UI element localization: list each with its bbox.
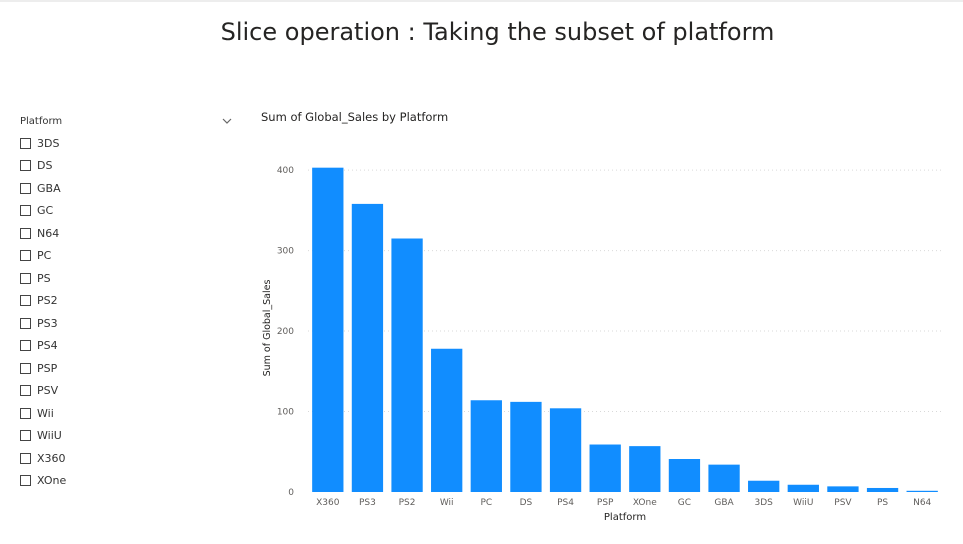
x-tick-label: PS2 (399, 498, 416, 508)
checkbox[interactable] (20, 182, 31, 194)
slicer-item-gc[interactable]: GC (20, 203, 53, 219)
y-tick-label: 200 (277, 327, 294, 337)
checkbox[interactable] (20, 160, 31, 171)
bar-wii[interactable] (431, 348, 463, 492)
slicer-item-label: PSV (37, 384, 59, 397)
slicer-item-pc[interactable]: PC (20, 248, 51, 264)
checkbox[interactable] (20, 452, 31, 464)
slicer-item-wii[interactable]: Wii (20, 405, 54, 421)
checkbox[interactable] (20, 362, 31, 374)
slicer-item-label: PS4 (37, 339, 58, 352)
slicer-title: Platform (20, 116, 63, 127)
x-tick-label: Wii (440, 498, 454, 508)
chevron-down-icon[interactable] (220, 114, 234, 128)
slicer-item-ps3[interactable]: PS3 (20, 315, 58, 331)
x-tick-label: PS3 (359, 498, 376, 508)
checkbox[interactable] (20, 385, 31, 396)
bar-ps4[interactable] (549, 408, 582, 492)
x-tick-label: GC (678, 498, 691, 508)
slicer-item-label: 3DS (37, 136, 60, 150)
x-tick-label: DS (520, 498, 533, 508)
slicer-item-x360[interactable]: X360 (20, 450, 66, 466)
y-tick-label: 300 (277, 247, 294, 257)
checkbox[interactable] (20, 272, 31, 284)
checkbox[interactable] (20, 137, 31, 149)
slicer-item-psv[interactable]: PSV (20, 383, 58, 399)
top-border (0, 0, 963, 2)
checkbox[interactable] (20, 250, 31, 261)
slicer-item-n64[interactable]: N64 (20, 225, 59, 241)
slicer-item-ps4[interactable]: PS4 (20, 338, 58, 354)
bar-pc[interactable] (470, 400, 502, 492)
x-tick-label: PC (480, 498, 492, 508)
x-tick-label: PS (877, 498, 888, 508)
x-tick-label: PSV (834, 498, 852, 508)
checkbox[interactable] (20, 340, 31, 351)
x-tick-label: WiiU (793, 498, 813, 508)
bar-ps[interactable] (866, 487, 899, 492)
checkbox[interactable] (20, 407, 31, 419)
slicer-item-label: DS (37, 159, 53, 172)
slicer-item-label: WiiU (37, 429, 62, 442)
x-tick-label: 3DS (755, 498, 774, 508)
slicer-item-3ds[interactable]: 3DS (20, 135, 59, 151)
bar-ps3[interactable] (351, 203, 384, 492)
bar-wiiu[interactable] (787, 484, 819, 492)
slicer-header: Platform (20, 112, 235, 132)
bar-3ds[interactable] (748, 480, 780, 492)
bar-psv[interactable] (827, 486, 859, 492)
bar-xone[interactable] (629, 446, 661, 492)
slicer-item-label: X360 (37, 451, 66, 465)
slicer-item-wiiu[interactable]: WiiU (20, 428, 62, 444)
slicer-item-ps2[interactable]: PS2 (20, 293, 58, 309)
slicer-item-label: XOne (37, 474, 67, 487)
y-tick-label: 100 (277, 408, 294, 418)
slicer-item-label: GC (37, 204, 54, 217)
bar-psp[interactable] (589, 444, 621, 492)
slicer-item-label: PS2 (37, 294, 58, 307)
checkbox[interactable] (20, 205, 31, 216)
x-tick-label: XOne (633, 498, 657, 508)
checkbox[interactable] (20, 295, 31, 306)
x-tick-label: GBA (714, 498, 734, 508)
bar-ds[interactable] (510, 401, 542, 492)
bar-x360[interactable] (312, 167, 344, 492)
bar-gba[interactable] (708, 464, 740, 492)
chart-title: Sum of Global_Sales by Platform (261, 110, 449, 124)
y-axis-title: Sum of Global_Sales (262, 280, 273, 377)
x-axis-title: Platform (604, 512, 646, 523)
slicer-item-ds[interactable]: DS (20, 158, 52, 174)
slicer-item-label: PS3 (37, 316, 58, 330)
checkbox[interactable] (20, 227, 31, 239)
slicer-item-label: Wii (37, 406, 54, 420)
slicer-item-label: GBA (37, 181, 61, 195)
platform-slicer[interactable]: Platform 3DS DS GBA GC N64 PC PS PS2 PS3 PS4 PSP PS… (20, 112, 235, 487)
x-tick-label: X360 (316, 498, 340, 508)
slicer-item-gba[interactable]: GBA (20, 180, 61, 196)
x-tick-label: PS4 (557, 498, 574, 508)
bar-ps2[interactable] (391, 238, 423, 493)
x-tick-label: PSP (597, 498, 614, 508)
slicer-item-label: PC (37, 249, 52, 262)
slicer-item-psp[interactable]: PSP (20, 360, 57, 376)
y-tick-label: 400 (277, 166, 294, 176)
bar-n64[interactable] (906, 490, 938, 492)
x-tick-label: N64 (913, 498, 931, 508)
slicer-item-ps[interactable]: PS (20, 270, 51, 286)
y-tick-label: 0 (288, 488, 294, 498)
checkbox[interactable] (20, 317, 31, 329)
slicer-item-label: PS (37, 271, 51, 285)
slicer-item-label: N64 (37, 226, 60, 240)
slicer-item-label: PSP (37, 361, 58, 375)
checkbox[interactable] (20, 475, 31, 486)
checkbox[interactable] (20, 430, 31, 441)
slicer-item-xone[interactable]: XOne (20, 473, 66, 489)
page-title: Slice operation : Taking the subset of p… (220, 18, 775, 46)
bar-chart: 0 100 200 300 400 X360 PS3 PS2 Wii PC DS PS4 PSP XOne… (262, 166, 942, 523)
bar-gc[interactable] (668, 459, 701, 492)
